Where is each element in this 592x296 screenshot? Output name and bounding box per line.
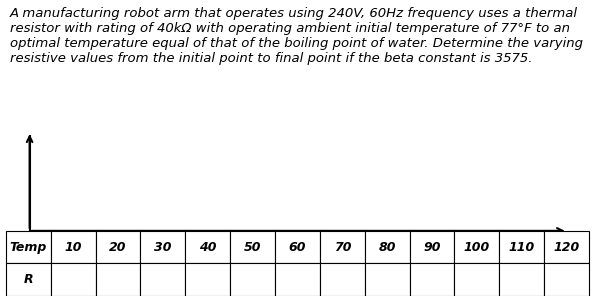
Text: A manufacturing robot arm that operates using 240V, 60Hz frequency uses a therma: A manufacturing robot arm that operates … <box>9 7 583 65</box>
